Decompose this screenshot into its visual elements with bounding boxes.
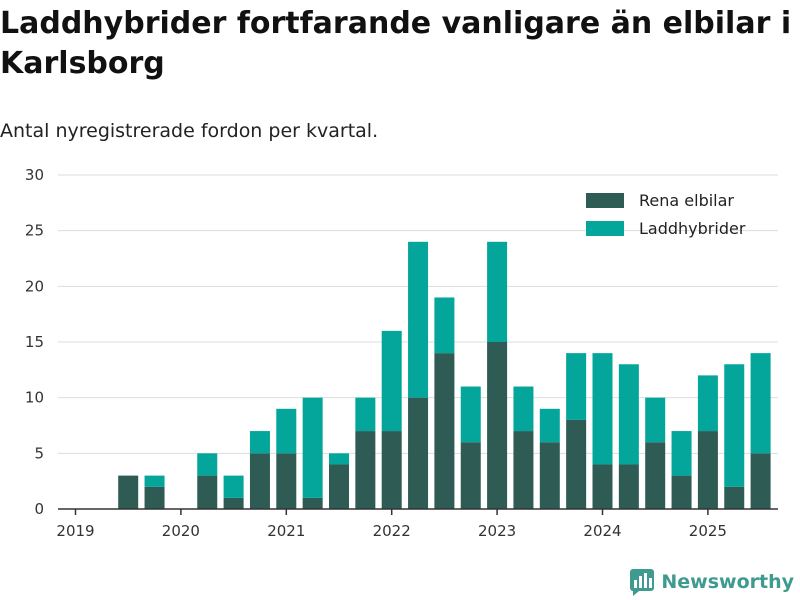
y-tick-label: 20 (25, 277, 44, 295)
bar-rena-elbilar (724, 486, 745, 509)
bar-laddhybrider (618, 364, 639, 465)
bar-laddhybrider (355, 397, 376, 432)
bar-laddhybrider (197, 453, 218, 476)
bar-laddhybrider (487, 241, 508, 342)
x-tick-label: 2020 (162, 522, 200, 540)
x-tick-label: 2023 (478, 522, 516, 540)
bar-rena-elbilar (645, 442, 666, 509)
bar-rena-elbilar (513, 431, 534, 509)
bar-laddhybrider (276, 408, 297, 454)
bar-rena-elbilar (381, 431, 402, 509)
bar-laddhybrider (671, 431, 692, 476)
x-tick-label: 2025 (689, 522, 727, 540)
bar-laddhybrider (249, 431, 270, 454)
bar-rena-elbilar (355, 431, 376, 509)
bar-laddhybrider (223, 475, 244, 498)
bar-laddhybrider (592, 353, 613, 465)
bar-rena-elbilar (671, 475, 692, 509)
bars (118, 241, 771, 509)
y-axis-tick-labels: 0 5 10 15 20 25 30 (25, 166, 44, 518)
y-tick-label: 0 (34, 500, 44, 518)
bar-rena-elbilar (460, 442, 481, 509)
bar-rena-elbilar (276, 453, 297, 509)
bar-rena-elbilar (329, 464, 349, 509)
bar-laddhybrider (539, 408, 560, 443)
x-tick-label: 2022 (373, 522, 411, 540)
bar-rena-elbilar (118, 475, 139, 509)
bar-laddhybrider (750, 353, 771, 454)
chart-subtitle: Antal nyregistrerade fordon per kvartal. (0, 120, 379, 142)
bar-laddhybrider (302, 397, 323, 498)
x-axis: 2019 2020 2021 2022 2023 2024 2025 (56, 508, 778, 540)
legend: Rena elbilar Laddhybrider (586, 191, 746, 238)
bar-rena-elbilar (197, 475, 218, 509)
newsworthy-chart-logo-icon (630, 569, 655, 596)
bar-laddhybrider (408, 241, 429, 398)
legend-swatch-rena-elbilar (586, 193, 624, 208)
bar-laddhybrider (513, 386, 534, 432)
x-tick-label: 2024 (583, 522, 621, 540)
bar-rena-elbilar (566, 419, 587, 509)
bar-laddhybrider (329, 453, 349, 465)
bar-laddhybrider (566, 353, 587, 420)
bar-laddhybrider (434, 297, 455, 354)
y-tick-label: 15 (25, 333, 44, 351)
bar-rena-elbilar (750, 453, 771, 509)
bar-rena-elbilar (539, 442, 560, 509)
bar-rena-elbilar (408, 397, 429, 509)
bar-rena-elbilar (144, 486, 165, 509)
y-tick-label: 5 (34, 444, 44, 462)
legend-swatch-laddhybrider (586, 221, 624, 236)
bar-rena-elbilar (487, 342, 508, 509)
bar-rena-elbilar (302, 497, 323, 509)
x-tick-label: 2019 (56, 522, 94, 540)
chart-title: Laddhybrider fortfarande vanligare än el… (0, 6, 792, 81)
bar-laddhybrider (381, 330, 402, 432)
y-tick-label: 25 (25, 222, 44, 240)
bar-laddhybrider (144, 475, 165, 487)
x-tick-label: 2021 (267, 522, 305, 540)
bar-rena-elbilar (249, 453, 270, 509)
bar-rena-elbilar (592, 464, 613, 509)
bar-laddhybrider (724, 364, 745, 487)
bar-laddhybrider (460, 386, 481, 443)
newsworthy-logo: Newsworthy (629, 568, 794, 596)
bar-rena-elbilar (434, 353, 455, 509)
legend-label-rena-elbilar: Rena elbilar (639, 191, 734, 210)
y-tick-label: 30 (25, 166, 44, 184)
bar-rena-elbilar (223, 497, 244, 509)
bar-laddhybrider (697, 375, 718, 432)
y-tick-label: 10 (25, 389, 44, 407)
brand-name: Newsworthy (661, 571, 794, 593)
bar-rena-elbilar (618, 464, 639, 509)
bar-rena-elbilar (697, 431, 718, 509)
legend-label-laddhybrider: Laddhybrider (639, 219, 746, 238)
bar-laddhybrider (645, 397, 666, 443)
